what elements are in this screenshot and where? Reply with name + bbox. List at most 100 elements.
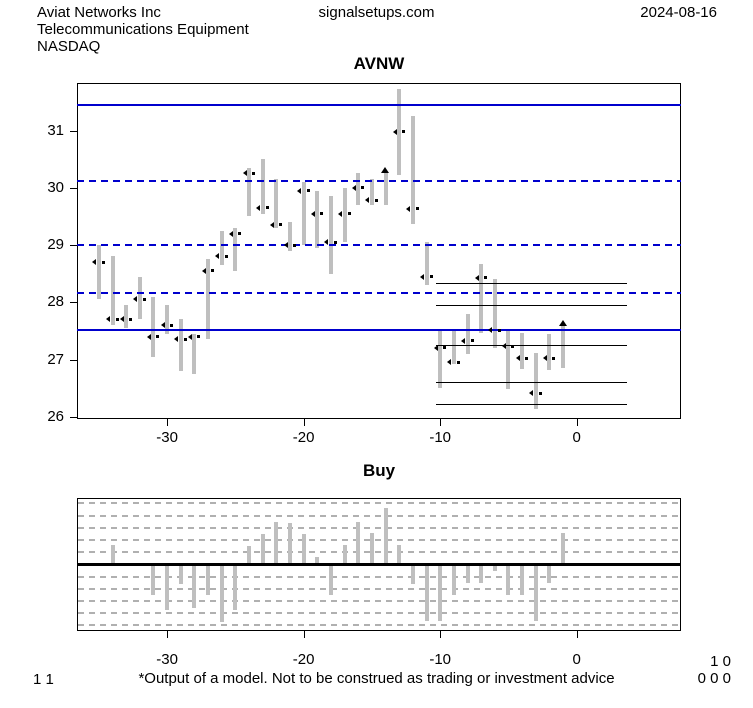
- x-axis-tick: [167, 418, 169, 426]
- price-bar: [315, 190, 320, 248]
- price-bar: [547, 334, 552, 371]
- site-name: signalsetups.com: [318, 4, 435, 21]
- price-bar: [151, 296, 156, 357]
- close-marker-dot-icon: [115, 317, 119, 321]
- buy-grid-line-dashed: [78, 624, 680, 627]
- buy-value-bar: [192, 564, 197, 609]
- price-bar: [233, 227, 238, 271]
- price-bar: [96, 245, 101, 300]
- disclaimer-text: *Output of a model. Not to be construed …: [138, 670, 615, 687]
- buy-value-bar: [397, 544, 402, 565]
- blue-level-line: [77, 329, 681, 332]
- price-bar: [369, 179, 374, 205]
- black-level-line: [436, 404, 628, 406]
- close-marker-dot-icon: [211, 269, 215, 273]
- close-marker-dot-icon: [484, 276, 488, 280]
- buy-value-bar: [151, 564, 156, 595]
- buy-grid-line-dashed: [78, 526, 680, 529]
- buy-value-bar: [328, 564, 333, 595]
- close-marker-dot-icon: [429, 275, 433, 278]
- buy-value-bar: [479, 564, 484, 583]
- y-axis-tick-label: 28: [47, 293, 64, 311]
- buy-value-bar: [492, 564, 497, 571]
- price-bar: [206, 259, 211, 340]
- close-marker-arrow-icon: [420, 273, 425, 280]
- close-marker-dot-icon: [265, 206, 269, 210]
- company-name: Aviat Networks Inc: [37, 4, 161, 21]
- close-marker-arrow-icon: [447, 359, 452, 366]
- x-axis-tick-label: -30: [156, 428, 178, 446]
- close-marker-dot-icon: [456, 360, 460, 364]
- buy-x-axis-tick: [576, 630, 578, 638]
- close-marker-arrow-icon: [515, 355, 520, 362]
- black-level-line: [436, 305, 628, 307]
- buy-signal-arrow-icon: [381, 166, 390, 173]
- price-bar: [192, 333, 197, 374]
- blue-level-line-dashed: [77, 179, 681, 182]
- price-bar: [383, 173, 388, 205]
- price-bar: [110, 256, 115, 326]
- buy-panel-title: Buy: [362, 461, 396, 480]
- price-bar: [274, 179, 279, 228]
- buy-value-bar: [206, 564, 211, 595]
- buy-x-axis-tick-label: -10: [429, 650, 452, 668]
- close-marker-arrow-icon: [529, 390, 534, 397]
- close-marker-dot-icon: [252, 171, 256, 175]
- close-marker-dot-icon: [129, 317, 133, 321]
- buy-value-bar: [274, 521, 279, 565]
- price-bar: [492, 279, 497, 348]
- close-marker-dot-icon: [402, 130, 406, 134]
- y-axis-tick-label: 29: [47, 236, 64, 254]
- buy-grid-line-dashed: [78, 600, 680, 603]
- buy-value-bar: [301, 533, 306, 565]
- buy-value-bar: [110, 544, 115, 565]
- buy-value-bar: [410, 564, 415, 584]
- price-bar: [356, 173, 361, 205]
- close-marker-arrow-icon: [488, 327, 493, 334]
- price-bar: [506, 330, 511, 390]
- buy-x-axis-tick-label: -20: [292, 650, 315, 668]
- buy-value-bar: [506, 564, 511, 595]
- y-axis-tick-label: 27: [47, 350, 64, 368]
- close-marker-dot-icon: [525, 356, 529, 360]
- price-bar: [465, 313, 470, 355]
- x-axis-tick: [576, 418, 578, 426]
- blue-level-line-dashed: [77, 244, 681, 247]
- price-bar: [178, 319, 183, 371]
- price-bar: [124, 305, 129, 329]
- price-bar: [342, 187, 347, 243]
- close-marker-dot-icon: [183, 337, 187, 341]
- close-marker-dot-icon: [306, 189, 310, 193]
- footer-left-flags: 1 1: [33, 671, 54, 688]
- price-bar: [438, 329, 443, 388]
- price-bar: [328, 196, 333, 274]
- buy-value-bar: [342, 544, 347, 565]
- buy-value-bar: [533, 564, 538, 621]
- industry-label: Telecommunications Equipment: [37, 21, 249, 38]
- buy-value-bar: [178, 564, 183, 584]
- close-marker-dot-icon: [443, 346, 447, 349]
- close-marker-dot-icon: [415, 207, 419, 211]
- close-marker-dot-icon: [142, 297, 146, 301]
- buy-grid-line-dashed: [78, 514, 680, 517]
- buy-value-bar: [233, 564, 238, 610]
- y-axis-tick-label: 26: [47, 407, 64, 425]
- close-marker-dot-icon: [552, 356, 556, 360]
- main-price-plot: [77, 83, 681, 419]
- x-axis-tick: [303, 418, 305, 426]
- close-marker-arrow-icon: [119, 316, 124, 323]
- price-bar: [520, 332, 525, 370]
- close-marker-arrow-icon: [106, 316, 110, 323]
- close-marker-dot-icon: [374, 198, 378, 202]
- close-marker-dot-icon: [497, 328, 501, 332]
- close-marker-dot-icon: [197, 335, 201, 339]
- report-date: 2024-08-16: [640, 4, 717, 21]
- close-marker-arrow-icon: [215, 253, 220, 260]
- close-marker-arrow-icon: [461, 337, 465, 344]
- buy-grid-line-dashed: [78, 612, 680, 615]
- close-marker-dot-icon: [347, 212, 351, 216]
- buy-value-bar: [288, 522, 292, 565]
- ticker-title: AVNW: [353, 54, 405, 73]
- buy-x-axis-tick: [167, 630, 169, 638]
- close-marker-dot-icon: [333, 240, 337, 244]
